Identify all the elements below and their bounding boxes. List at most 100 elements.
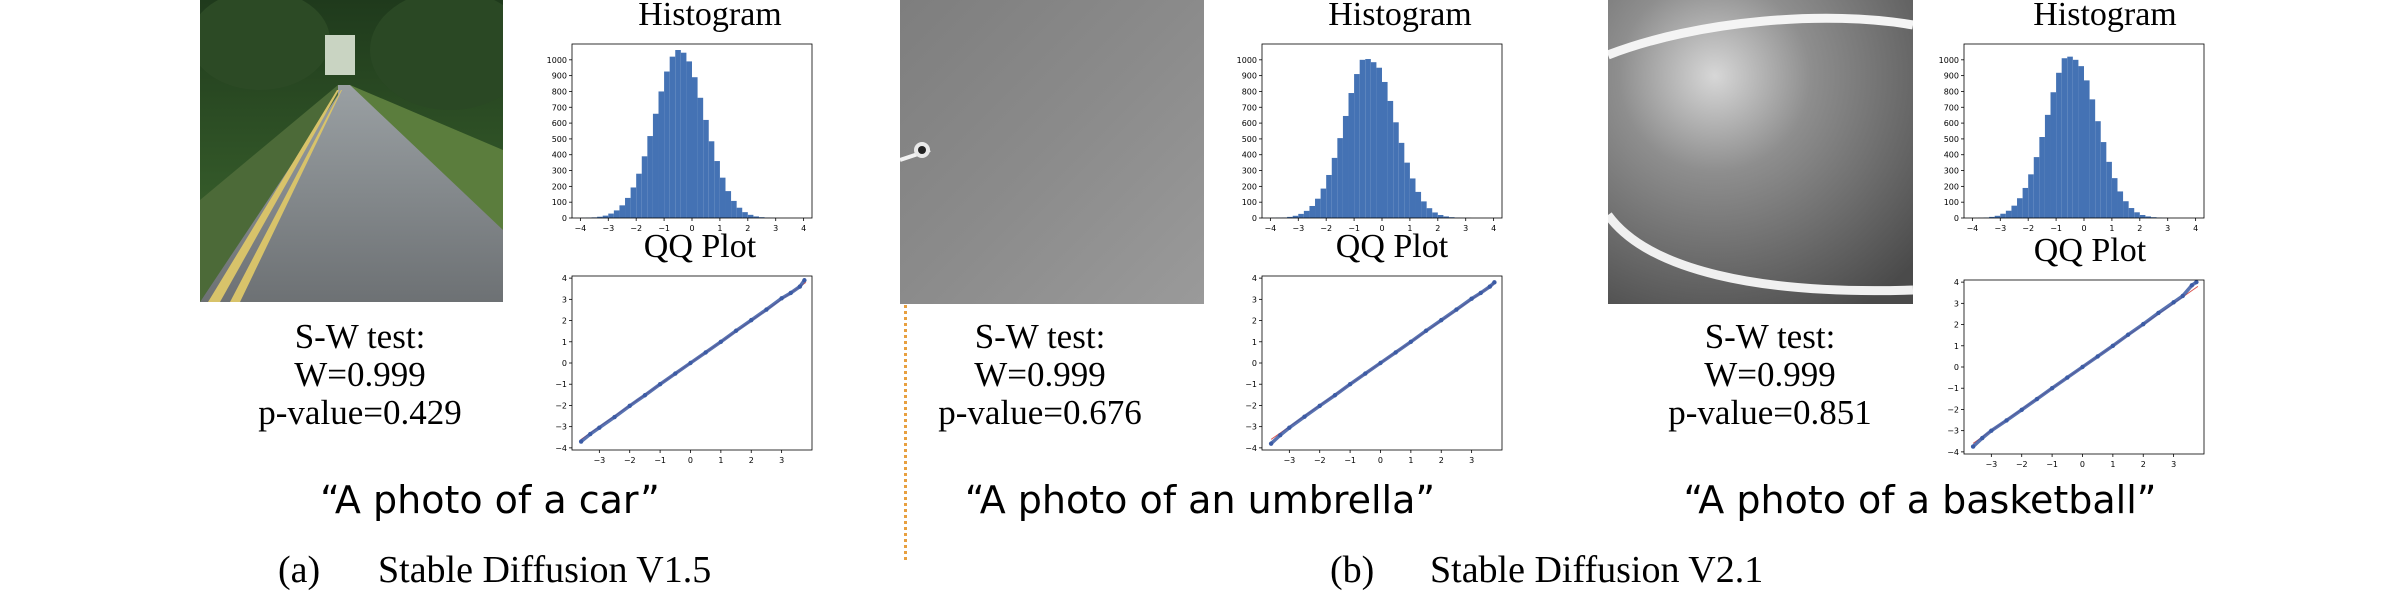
umbrella-photo-graphic [900,0,1204,304]
x-tick-label: 1 [1407,224,1412,233]
qq-plot-chart: −3 −2 −1 0 1 2 3 −4 −3 −2 −1 0 1 2 3 4 [1245,274,1503,465]
qq-plot-title: QQ Plot [1335,228,1449,265]
y-tick-label: 1 [1252,338,1257,347]
qq-point [673,371,678,376]
qq-point [2189,283,2195,288]
qq-point [1478,290,1483,296]
qq-point [612,414,617,420]
x-tick-label: −2 [624,456,636,465]
histogram-bar [2028,174,2034,218]
sw-test-label: S-W test: [1704,317,1836,356]
x-tick-label: 0 [689,224,694,233]
sw-test-label: S-W test: [294,317,426,356]
y-tick-label: 800 [552,87,567,96]
y-tick-label: 500 [552,135,567,144]
histogram-bar [1409,178,1416,218]
histogram-bar [1398,142,1405,218]
histogram-bar [2011,205,2018,218]
histogram-bar [1315,198,1321,218]
histogram-bar [2078,66,2084,219]
y-tick-label: 700 [1242,103,1257,112]
histogram-bar [2134,212,2140,218]
x-tick-label: 0 [688,456,693,465]
x-tick-label: 2 [2141,460,2146,469]
histogram-bar [1415,191,1422,218]
caption-b-text: Stable Diffusion V2.1 [1430,549,1764,591]
histogram-bar [2100,142,2107,218]
histogram-bar [1421,201,1427,218]
y-tick-label: 0 [562,214,567,223]
histogram-bar [2111,178,2118,218]
x-tick-label: −3 [1985,460,1997,469]
qq-point [2065,375,2070,380]
histogram-bar [719,177,726,218]
qq-point [2034,396,2040,402]
histogram-bar [747,214,754,218]
qq-point [1287,425,1292,430]
histogram-bar [1342,115,1349,218]
qq-point [2156,310,2161,316]
histogram-bar [731,200,737,218]
x-tick-label: −2 [630,224,642,233]
y-tick-label: 300 [1242,167,1257,176]
histogram-title: Histogram [1328,0,1472,33]
histogram-bar [1298,213,1304,218]
y-tick-label: 100 [1242,198,1257,207]
histogram-bar [1320,188,1327,218]
y-tick-label: −3 [555,423,567,432]
histogram-bar [675,50,681,218]
y-tick-label: 600 [1944,119,1959,128]
histogram-bar [1989,216,1995,218]
x-tick-label: −1 [654,456,666,465]
histogram-bar [2106,161,2112,218]
x-tick-label: −2 [1314,456,1326,465]
sw-test-w: W=0.999 [974,355,1106,394]
x-tick-label: 0 [2081,224,2086,233]
qq-point [688,360,693,366]
histogram-bar [602,215,609,218]
y-tick-label: 0 [1252,214,1257,223]
y-tick-label: 600 [552,119,567,128]
qq-point [1454,307,1459,312]
histogram-bar [1326,174,1332,218]
y-tick-label: 3 [1252,295,1257,304]
x-tick-label: 3 [2171,460,2176,469]
histogram-bar [636,173,642,218]
y-tick-label: 0 [1252,359,1257,368]
histogram-bar [2072,59,2079,219]
prompt-text: “A photo of a car” [320,478,660,522]
histogram-title: Histogram [2033,0,2177,33]
qq-point [733,328,739,333]
qq-point [642,393,648,398]
histogram-chart: −4 −3 −2 −1 0 1 2 3 4 0 100 200 300 400 500 600 700 800 90… [547,43,813,233]
y-tick-label: 800 [1944,87,1959,96]
caption-a-label: (a) [278,549,321,591]
histogram-bar [2139,214,2146,218]
histogram-bar [2017,198,2023,218]
x-tick-label: 3 [1463,224,1468,233]
qq-plot-chart: −3 −2 −1 0 1 2 3 −4 −3 −2 −1 0 1 2 3 4 [555,274,813,465]
y-tick-label: 400 [552,151,567,160]
x-tick-label: 4 [2193,224,2198,233]
x-tick-label: 0 [1379,224,1384,233]
y-tick-label: 900 [1242,72,1257,81]
qq-point [1378,360,1383,366]
x-tick-label: −3 [1292,224,1304,233]
sw-test-p-value: p-value=0.429 [258,393,462,432]
qq-point [1347,382,1353,387]
caption-b-label: (b) [1330,549,1375,591]
histogram-bar [1359,59,1366,219]
x-tick-label: 3 [2165,224,2170,233]
qq-plot-chart: −3 −2 −1 0 1 2 3 −4 −3 −2 −1 0 1 2 3 4 [1947,278,2205,469]
qq-point [1363,371,1368,376]
x-tick-label: 3 [779,456,784,465]
qq-point [2180,293,2185,299]
x-tick-label: −4 [574,224,586,233]
histogram-bar [725,191,732,218]
qq-point [2019,407,2024,413]
histogram-bar [2061,58,2068,219]
sw-test-w: W=0.999 [1704,355,1836,394]
qq-point [2194,279,2199,285]
qq-point [802,278,807,283]
histogram-bar [1287,216,1293,218]
